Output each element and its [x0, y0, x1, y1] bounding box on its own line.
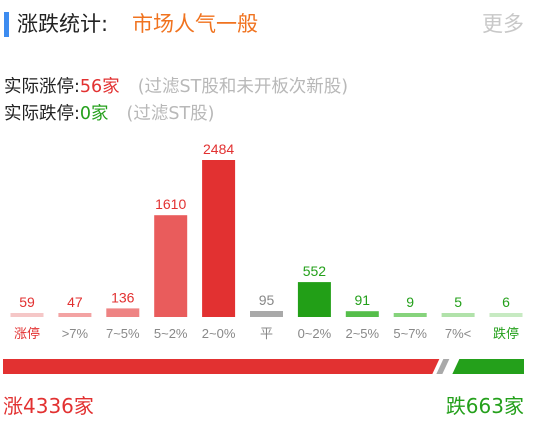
bar-value-label-0: 59 [19, 294, 35, 310]
actual-limit-down-note: (过滤ST股) [126, 104, 215, 124]
category-label-10: 跌停 [493, 326, 519, 341]
bar-value-label-1: 47 [67, 294, 83, 310]
title-accent-bar [4, 12, 9, 37]
category-label-5: 平 [260, 326, 273, 341]
bar-3 [154, 215, 188, 317]
bar-value-label-4: 2484 [203, 141, 234, 157]
bar-value-label-5: 95 [259, 292, 275, 308]
header: 涨跌统计: 市场人气一般 更多 [0, 0, 533, 50]
bar-7 [345, 311, 379, 317]
category-label-7: 2~5% [345, 326, 379, 341]
actual-limit-down-label: 实际跌停: [4, 104, 80, 124]
bar-value-label-9: 5 [454, 294, 462, 310]
actual-limit-up-note: (过滤ST股和未开板次新股) [137, 77, 349, 97]
market-sentiment: 市场人气一般 [132, 12, 258, 36]
section-title: 涨跌统计: [17, 12, 109, 36]
category-label-4: 2~0% [202, 326, 236, 341]
bar-value-label-7: 91 [355, 292, 371, 308]
bar-6 [297, 282, 331, 317]
ratio-bar-flat [436, 359, 450, 374]
bar-4 [202, 160, 236, 317]
bar-value-label-8: 9 [406, 294, 414, 310]
more-link[interactable]: 更多 [482, 12, 524, 36]
actual-limit-up-value: 56家 [79, 77, 120, 97]
actual-limit-down-value: 0家 [79, 104, 109, 124]
distribution-bar-chart: 59涨停47>7%1367~5%16105~2%24842~0%95平5520~… [3, 141, 524, 374]
category-label-0: 涨停 [14, 326, 40, 341]
bar-value-label-3: 1610 [155, 196, 186, 212]
category-label-8: 5~7% [393, 326, 427, 341]
category-label-2: 7~5% [106, 326, 140, 341]
ratio-bar-down [452, 359, 524, 374]
bar-value-label-2: 136 [111, 289, 135, 305]
bar-9 [441, 313, 475, 317]
total-down-count: 跌663家 [445, 394, 524, 418]
bar-value-label-6: 552 [303, 263, 327, 279]
bar-8 [393, 313, 427, 317]
category-label-9: 7%< [445, 326, 471, 341]
bar-0 [10, 313, 44, 317]
category-label-6: 0~2% [298, 326, 332, 341]
category-label-1: >7% [62, 326, 89, 341]
category-label-3: 5~2% [154, 326, 188, 341]
bar-2 [106, 308, 140, 317]
actual-limit-up-line: 实际涨停:56家 (过滤ST股和未开板次新股) [4, 74, 348, 100]
actual-limit-up-label: 实际涨停: [4, 77, 80, 97]
bar-1 [58, 313, 92, 317]
actual-limit-down-line: 实际跌停:0家 (过滤ST股) [4, 101, 215, 127]
total-up-count: 涨4336家 [3, 394, 94, 418]
bar-value-label-10: 6 [502, 294, 510, 310]
ratio-bar-up [3, 359, 440, 374]
bar-10 [489, 313, 523, 317]
bar-5 [250, 311, 283, 317]
